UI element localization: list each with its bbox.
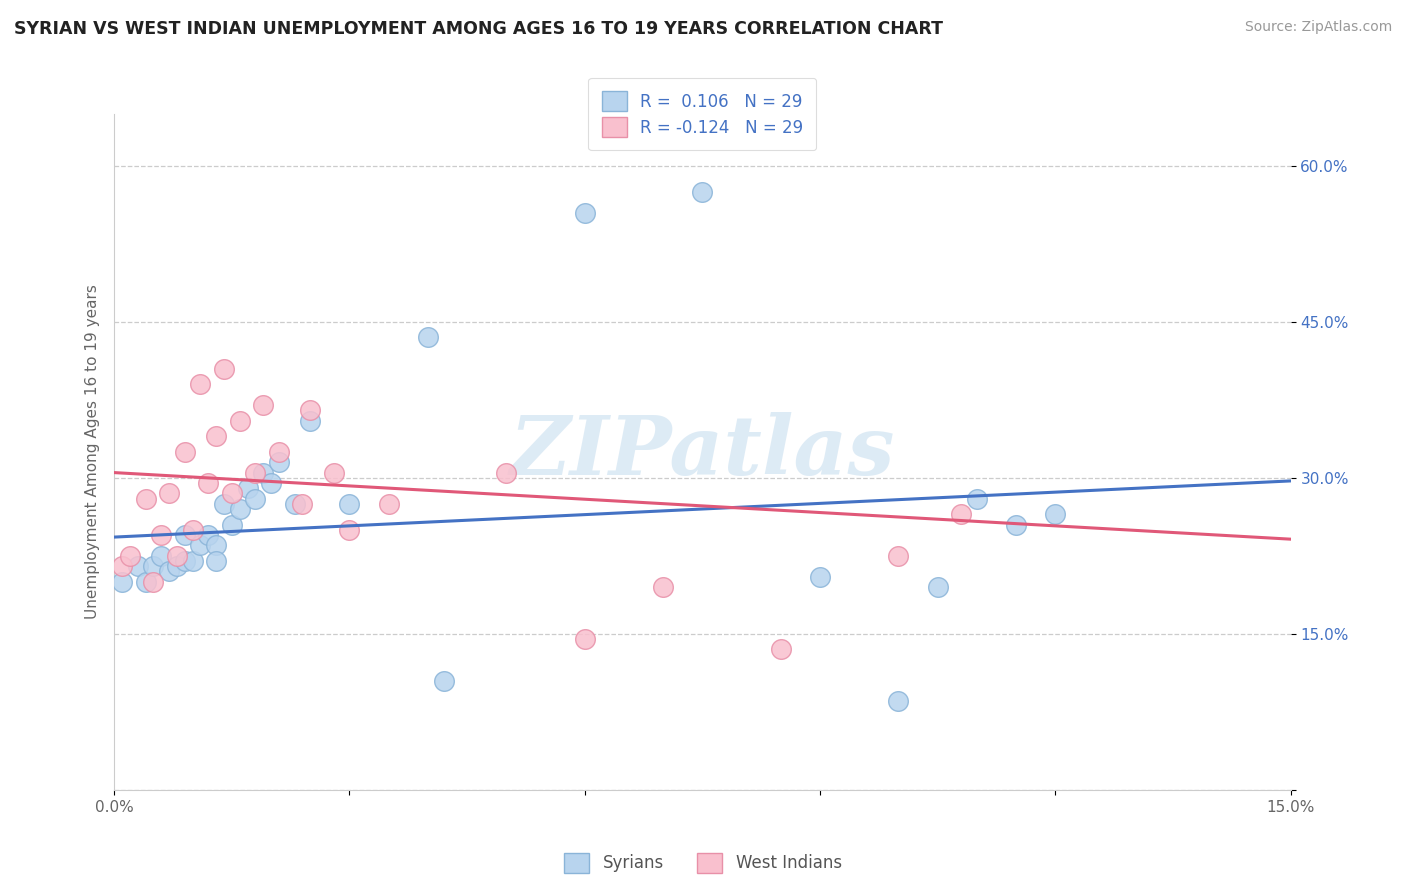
Point (377, 497, 399, 511)
Point (245, 491, 267, 506)
Point (267, 444, 290, 458)
Point (495, 466, 517, 480)
Point (111, 574, 134, 589)
Point (1045, 507, 1067, 521)
Point (299, 414, 322, 428)
Point (245, 466, 267, 480)
Point (135, 574, 157, 589)
Point (339, 497, 361, 511)
Point (212, 497, 235, 511)
Text: ZIPatlas: ZIPatlas (509, 412, 896, 491)
Point (150, 528, 173, 542)
Point (228, 414, 250, 428)
Point (135, 491, 157, 506)
Point (808, 569, 831, 583)
Point (887, 549, 910, 563)
Point (173, 554, 195, 568)
Point (260, 475, 283, 490)
Point (181, 523, 204, 537)
Point (252, 466, 274, 480)
Point (190, 377, 212, 392)
Point (652, 580, 675, 594)
Point (205, 554, 228, 568)
Y-axis label: Unemployment Among Ages 16 to 19 years: Unemployment Among Ages 16 to 19 years (86, 285, 100, 619)
Point (127, 559, 149, 574)
Point (205, 538, 228, 552)
Point (769, 642, 792, 657)
Point (166, 559, 188, 574)
Point (1005, 517, 1028, 532)
Point (252, 398, 274, 412)
Point (157, 486, 180, 500)
Text: SYRIAN VS WEST INDIAN UNEMPLOYMENT AMONG AGES 16 TO 19 YEARS CORRELATION CHART: SYRIAN VS WEST INDIAN UNEMPLOYMENT AMONG… (14, 20, 943, 37)
Point (181, 554, 204, 568)
Point (291, 497, 314, 511)
Point (950, 507, 973, 521)
Point (205, 429, 228, 443)
Point (212, 361, 235, 376)
Point (692, 185, 714, 199)
Point (197, 475, 219, 490)
Point (927, 580, 949, 594)
Point (887, 694, 910, 708)
Point (339, 523, 361, 537)
Point (142, 574, 165, 589)
Point (173, 528, 195, 542)
Point (142, 559, 165, 574)
Point (574, 205, 596, 219)
Point (221, 486, 243, 500)
Point (966, 491, 988, 506)
Point (574, 632, 596, 646)
Point (432, 673, 454, 688)
Text: Source: ZipAtlas.com: Source: ZipAtlas.com (1244, 20, 1392, 34)
Point (416, 330, 439, 344)
Point (197, 528, 219, 542)
Point (111, 559, 134, 574)
Point (190, 538, 212, 552)
Legend: R =  0.106   N = 29, R = -0.124   N = 29: R = 0.106 N = 29, R = -0.124 N = 29 (588, 78, 817, 150)
Point (173, 444, 195, 458)
Point (166, 549, 188, 563)
Point (299, 403, 322, 417)
Point (284, 497, 307, 511)
Point (236, 481, 259, 495)
Point (157, 565, 180, 579)
Point (150, 549, 173, 563)
Point (267, 455, 290, 469)
Point (221, 517, 243, 532)
Legend: Syrians, West Indians: Syrians, West Indians (558, 847, 848, 880)
Point (118, 549, 141, 563)
Point (322, 466, 344, 480)
Point (228, 502, 250, 516)
